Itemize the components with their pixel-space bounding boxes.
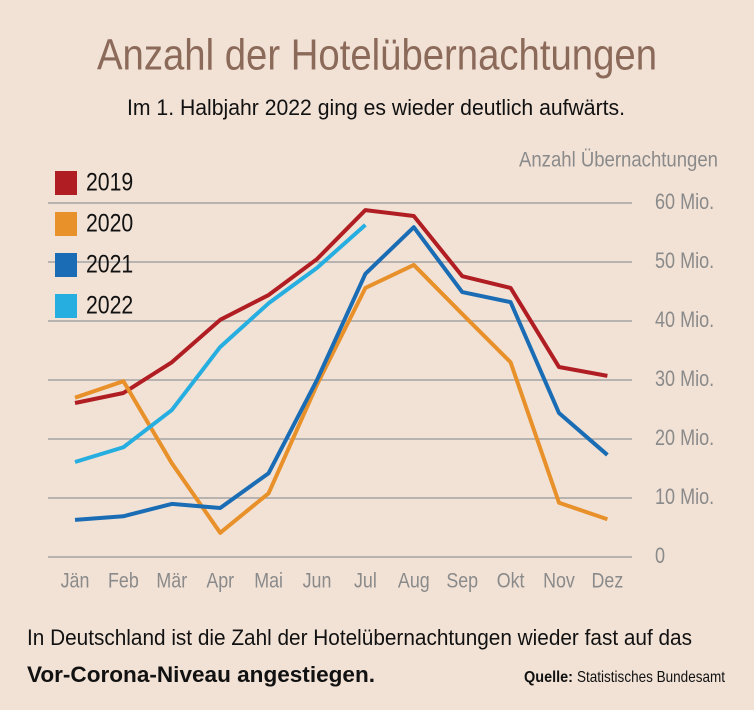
source-text: Statistisches Bundesamt — [577, 669, 725, 686]
line-series — [74, 208, 608, 405]
x-tick-label: Mai — [254, 569, 283, 593]
x-tick-label: Sep — [446, 569, 478, 593]
y-tick-label: 60 Mio. — [655, 190, 714, 214]
source-label: Quelle: — [524, 669, 573, 686]
legend-swatch — [55, 294, 77, 318]
y-tick-label: 20 Mio. — [655, 426, 714, 450]
x-tick-label: Mär — [156, 569, 187, 593]
line-series — [74, 225, 609, 522]
x-tick-label: Jän — [61, 569, 90, 593]
y-tick-label: 10 Mio. — [655, 485, 714, 509]
legend-swatch — [55, 253, 77, 277]
note: Vor-Corona-Niveau angestiegen. — [27, 662, 375, 687]
y-tick-label: 30 Mio. — [655, 367, 714, 391]
legend-label: 2021 — [86, 250, 133, 278]
line-series — [74, 223, 367, 464]
legend-swatch — [55, 212, 77, 236]
x-tick-label: Dez — [592, 569, 624, 593]
legend-label: 2019 — [86, 168, 133, 196]
note: In Deutschland ist die Zahl der Hotelübe… — [27, 625, 692, 650]
legend-label: 2022 — [86, 291, 133, 319]
y-axis-label: Anzahl Übernachtungen — [519, 149, 718, 172]
y-tick-label: 0 — [655, 544, 665, 568]
x-tick-label: Feb — [108, 569, 139, 593]
x-tick-label: Aug — [398, 569, 430, 593]
y-tick-label: 40 Mio. — [655, 308, 714, 332]
line-series — [74, 262, 609, 535]
x-tick-label: Jul — [354, 569, 377, 593]
y-tick-label: 50 Mio. — [655, 249, 714, 273]
source: Quelle: Statistisches Bundesamt — [524, 669, 725, 686]
x-tick-label: Nov — [543, 569, 575, 593]
chart-subtitle: Im 1. Halbjahr 2022 ging es wieder deutl… — [127, 95, 625, 120]
chart-title: Anzahl der Hotelübernachtungen — [97, 31, 657, 80]
legend-swatch — [55, 171, 77, 195]
legend-label: 2020 — [86, 209, 133, 237]
x-tick-label: Apr — [206, 569, 234, 593]
x-tick-label: Jun — [303, 569, 332, 593]
x-tick-label: Okt — [497, 569, 525, 593]
